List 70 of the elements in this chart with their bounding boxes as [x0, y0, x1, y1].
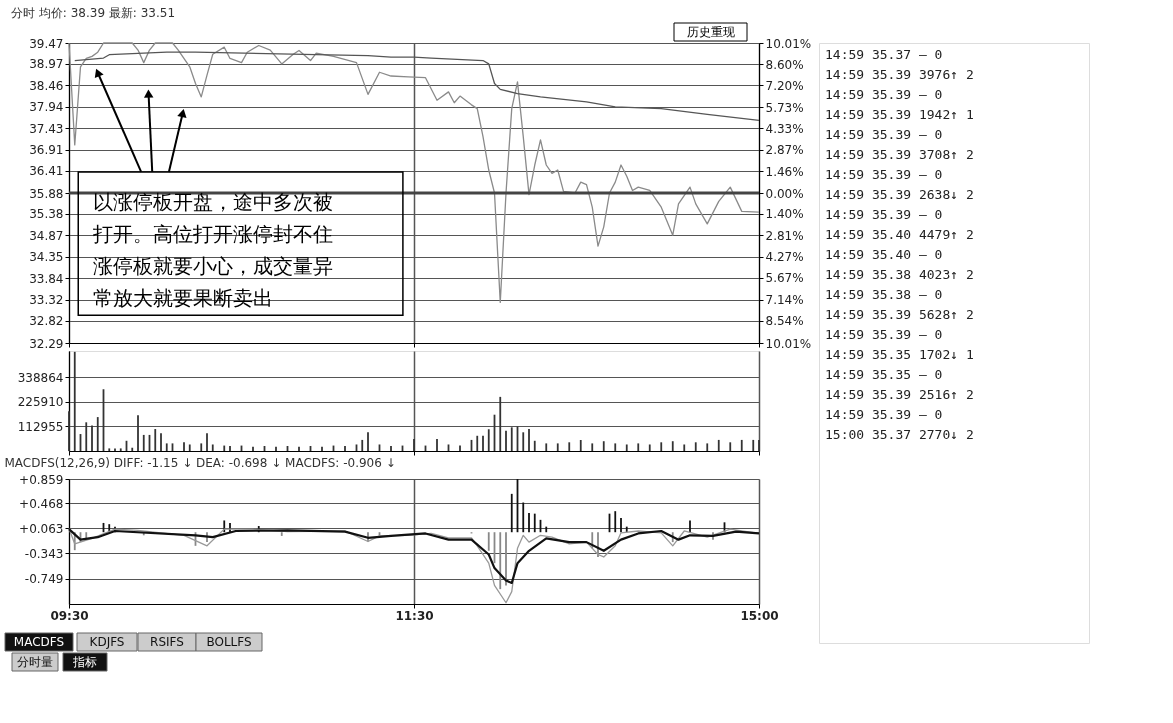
- y-tick-label: 32.29: [29, 336, 64, 351]
- y-tick-label: 225910: [17, 395, 64, 410]
- text: 14:59 35.39 3976↑ 2: [825, 67, 974, 82]
- text: 14:59 35.39 1942↑ 1: [825, 107, 974, 122]
- y2-tick-label: 4.33%: [765, 121, 804, 136]
- y2-tick-label: 2.81%: [765, 228, 804, 243]
- y-tick-label: 32.82: [29, 314, 64, 329]
- y-tick-label: 35.38: [29, 207, 64, 222]
- y2-tick-label: 10.01%: [765, 336, 812, 351]
- y-tick-label: 38.97: [29, 57, 64, 72]
- text: 指标: [72, 655, 97, 669]
- y-tick-label: 37.43: [29, 121, 64, 136]
- chart-title: MACDFS(12,26,9) DIFF: -1.15 ↓ DEA: -0.698 ↓ MACDFS: -0.906 ↓: [4, 456, 396, 471]
- y-tick-label: 36.41: [29, 164, 64, 179]
- y-tick-label: 35.88: [29, 186, 64, 201]
- text: 14:59 35.37 — 0: [825, 47, 943, 62]
- chart-title: 分时 均价: 38.39 最新: 33.51: [11, 5, 176, 20]
- text: 14:59 35.39 5628↑ 2: [825, 307, 974, 322]
- text: 14:59 35.38 4023↑ 2: [825, 267, 974, 282]
- text: 分时量: [17, 655, 53, 669]
- y-tick-label: -0.749: [24, 572, 64, 587]
- y2-tick-label: 7.14%: [765, 293, 804, 308]
- y2-tick-label: 10.01%: [765, 36, 812, 51]
- text: 14:59 35.40 — 0: [825, 247, 943, 262]
- x-tick-label: 15:00: [740, 608, 779, 623]
- text: BOLLFS: [206, 635, 252, 649]
- text: 14:59 35.39 — 0: [825, 327, 943, 342]
- text: KDJFS: [89, 635, 125, 649]
- y2-tick-label: 0.00%: [765, 186, 804, 201]
- text: 14:59 35.39 2638↓ 2: [825, 187, 974, 202]
- y-tick-label: 37.94: [29, 100, 64, 115]
- y-tick-label: 39.47: [29, 36, 64, 51]
- y-tick-label: -0.343: [24, 546, 64, 561]
- text: 14:59 35.40 4479↑ 2: [825, 227, 974, 242]
- x-tick-label: 09:30: [50, 608, 89, 623]
- y-tick-label: 33.32: [29, 293, 64, 308]
- text: 14:59 35.39 — 0: [825, 207, 943, 222]
- y2-tick-label: 4.27%: [765, 250, 804, 265]
- text: 14:59 35.39 — 0: [825, 87, 943, 102]
- text: 15:00 35.37 2770↓ 2: [825, 427, 974, 442]
- text: 14:59 35.39 — 0: [825, 407, 943, 422]
- text: 14:59 35.35 1702↓ 1: [825, 347, 974, 362]
- y2-tick-label: 2.87%: [765, 143, 804, 158]
- y-tick-label: 34.87: [29, 228, 64, 243]
- text: 14:59 35.38 — 0: [825, 287, 943, 302]
- text: 14:59 35.39 — 0: [825, 127, 943, 142]
- y-tick-label: 36.91: [29, 143, 64, 158]
- text: 14:59 35.39 3708↑ 2: [825, 147, 974, 162]
- y2-tick-label: 1.40%: [765, 207, 804, 222]
- y-tick-label: +0.063: [19, 521, 64, 536]
- y-tick-label: +0.859: [19, 472, 64, 487]
- y-tick-label: 112955: [17, 419, 64, 434]
- y-tick-label: 38.46: [29, 78, 64, 93]
- y2-tick-label: 7.20%: [765, 78, 804, 93]
- y2-tick-label: 8.54%: [765, 314, 804, 329]
- text: RSIFS: [150, 635, 184, 649]
- text: MACDFS: [13, 635, 65, 649]
- y-tick-label: 34.35: [29, 250, 64, 265]
- y-tick-label: +0.468: [19, 496, 64, 511]
- text: 14:59 35.39 2516↑ 2: [825, 387, 974, 402]
- y2-tick-label: 8.60%: [765, 57, 804, 72]
- text: 历史重现: [687, 25, 735, 39]
- x-tick-label: 11:30: [395, 608, 434, 623]
- y-tick-label: 338864: [17, 370, 64, 385]
- y2-tick-label: 5.73%: [765, 100, 804, 115]
- y2-tick-label: 1.46%: [765, 164, 804, 179]
- y-tick-label: 33.84: [29, 271, 64, 286]
- text: 14:59 35.35 — 0: [825, 367, 943, 382]
- text: 14:59 35.39 — 0: [825, 167, 943, 182]
- y2-tick-label: 5.67%: [765, 271, 804, 286]
